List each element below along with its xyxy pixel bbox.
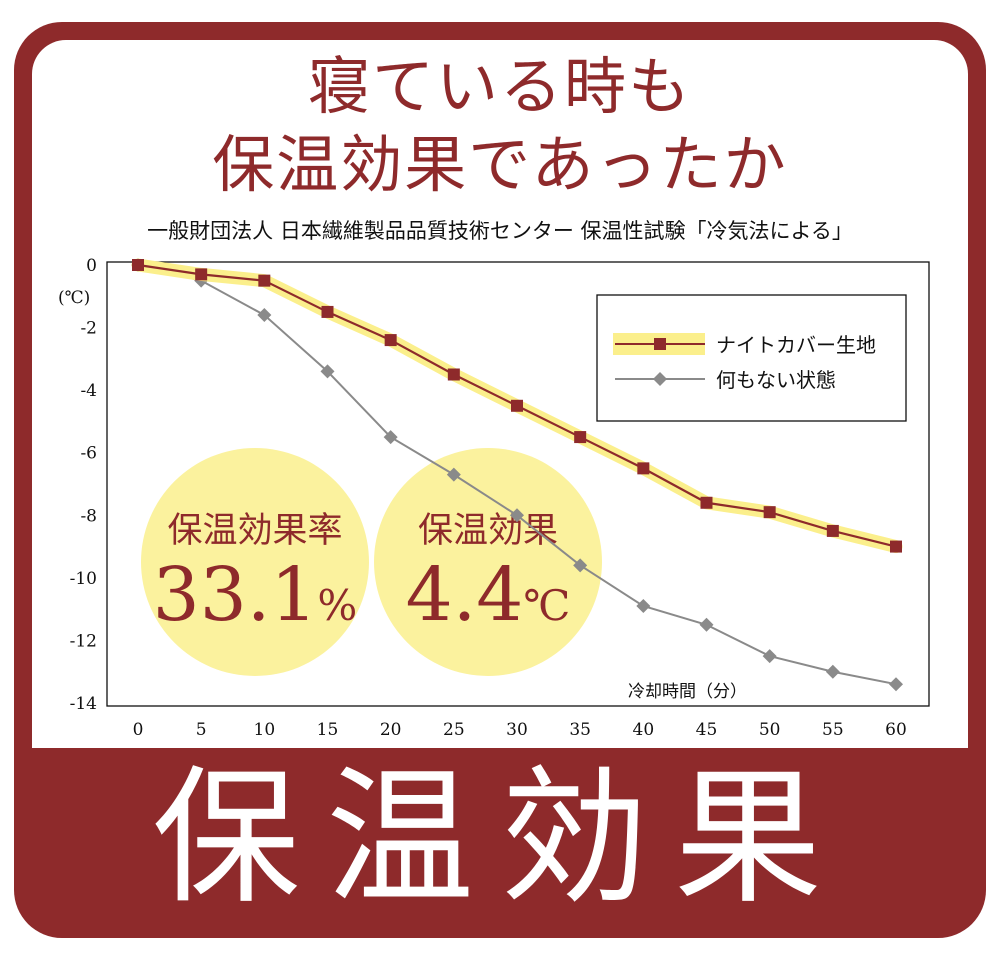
x-tick-label: 45 xyxy=(696,720,718,740)
x-tick-label: 10 xyxy=(254,720,276,740)
legend: ナイトカバー生地 何もない状態 xyxy=(596,294,907,422)
x-tick-label: 5 xyxy=(196,720,207,740)
point-fabric xyxy=(826,524,839,537)
y-tick-label: -6 xyxy=(80,444,97,464)
point-fabric xyxy=(447,368,460,381)
y-tick-label: -12 xyxy=(70,631,97,651)
badge-label: 保温効果率 xyxy=(167,511,342,551)
x-tick-label: 50 xyxy=(759,720,781,740)
point-fabric xyxy=(258,274,271,287)
point-fabric xyxy=(511,399,523,412)
y-tick-label: -8 xyxy=(80,506,97,526)
plot-area xyxy=(106,261,930,707)
point-fabric xyxy=(890,540,902,553)
x-tick-label: 40 xyxy=(633,720,655,740)
headline-line-2: 保温効果であったか xyxy=(212,128,788,201)
point-fabric xyxy=(763,506,776,519)
legend-marker-square xyxy=(654,338,666,350)
point-fabric xyxy=(700,496,713,509)
point-none xyxy=(383,430,398,445)
point-fabric xyxy=(132,259,144,271)
point-fabric xyxy=(637,462,650,475)
y-tick-label: -14 xyxy=(70,694,97,714)
point-none xyxy=(446,467,461,482)
test-source-caption: 一般財団法人 日本繊維製品品質技術センター 保温性試験「冷気法による」 xyxy=(147,219,853,243)
x-tick-label: 35 xyxy=(569,720,591,740)
x-tick-label: 15 xyxy=(317,720,339,740)
x-axis-title: 冷却時間（分） xyxy=(628,682,747,702)
point-fabric xyxy=(321,305,334,318)
series-layer xyxy=(131,258,903,692)
legend-box xyxy=(596,294,907,422)
badge-value: 33.1% xyxy=(153,552,358,638)
legend-marker-diamond xyxy=(653,372,667,386)
point-fabric xyxy=(195,268,208,281)
badge-value: 4.4℃ xyxy=(406,552,571,638)
y-tick-label: -10 xyxy=(70,569,97,589)
point-none xyxy=(889,677,903,692)
point-fabric xyxy=(574,431,587,444)
y-tick-label: 0 xyxy=(86,256,97,276)
headline-line-1: 寝ている時も xyxy=(307,50,692,123)
ticks-layer: 0 5 10 15 20 25 30 35 40 45 50 55 60 0 -2 -4 -6 -8 -10 -12 -… xyxy=(70,256,907,740)
x-tick-label: 20 xyxy=(380,720,402,740)
point-none xyxy=(257,308,272,323)
y-tick-label: -4 xyxy=(80,381,97,401)
badge-circle xyxy=(374,448,602,676)
badge-circle xyxy=(141,448,369,676)
point-none xyxy=(762,649,777,664)
x-tick-label: 30 xyxy=(506,720,528,740)
x-tick-label: 25 xyxy=(443,720,465,740)
footer-title: 保温効果 xyxy=(152,752,848,924)
point-none xyxy=(320,364,335,379)
point-none xyxy=(510,508,524,523)
y-tick-label: -2 xyxy=(80,319,97,339)
point-none xyxy=(699,617,714,632)
x-tick-label: 0 xyxy=(133,720,144,740)
legend-label-fabric: ナイトカバー生地 xyxy=(716,333,876,357)
point-fabric xyxy=(384,334,397,347)
x-tick-label: 55 xyxy=(822,720,844,740)
point-none xyxy=(573,558,588,573)
y-axis-unit-label: (℃) xyxy=(58,288,90,308)
point-none xyxy=(636,599,651,614)
x-tick-label: 60 xyxy=(885,720,907,740)
point-none xyxy=(825,664,840,679)
badge-label: 保温効果 xyxy=(418,511,558,551)
legend-label-none: 何もない状態 xyxy=(716,368,836,392)
